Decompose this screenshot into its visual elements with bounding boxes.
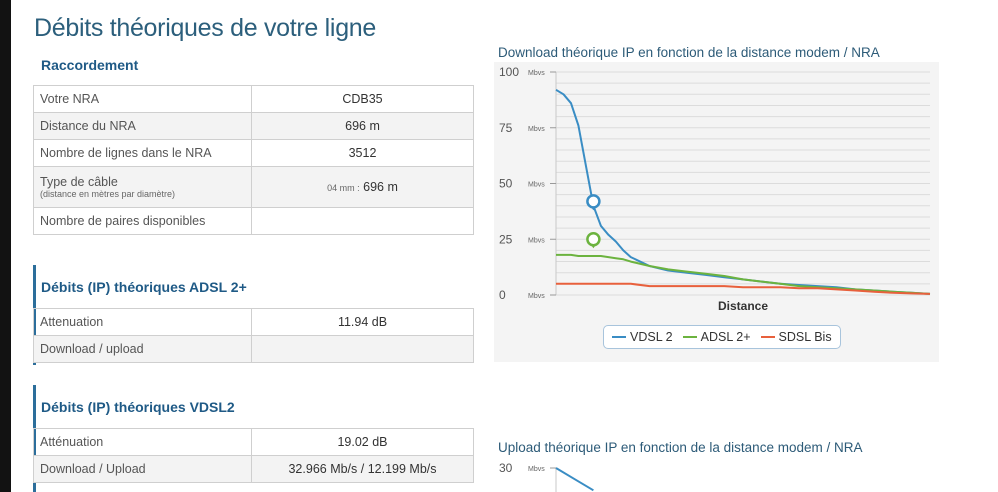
legend-label-sdsl: SDSL Bis [778, 330, 832, 344]
vdsl-download-value: 32.966 Mb/s / 12.199 Mb/s [251, 455, 474, 483]
y-tick-label: 30 [499, 461, 513, 475]
legend-label-vdsl2: VDSL 2 [630, 330, 673, 344]
table-row: Distance du NRA 696 m [33, 112, 474, 140]
distance-value: 696 m [251, 112, 474, 140]
raccordement-title: Raccordement [41, 57, 139, 73]
distance-label: Distance du NRA [33, 112, 252, 140]
pairs-value [251, 207, 474, 235]
cable-type-label: Type de câble [40, 175, 118, 189]
y-tick-unit: Mbvs [528, 126, 545, 133]
series-line-0 [555, 88, 931, 295]
y-tick-label: 75 [499, 121, 513, 135]
download-chart-background [494, 62, 939, 362]
vdsl-table: Atténuation 19.02 dB Download / Upload 3… [33, 428, 474, 483]
adsl-attenuation-label: Attenuation [33, 308, 252, 336]
legend-item-vdsl2[interactable]: VDSL 2 [612, 330, 673, 344]
series-marker-1 [586, 232, 601, 247]
series-line-2 [556, 282, 931, 295]
y-tick-label: 100 [499, 65, 519, 79]
upload-chart: 30 Mbvs [499, 461, 594, 492]
adsl-download-value [251, 335, 474, 363]
cable-type-sublabel: (distance en mètres par diamètre) [40, 189, 176, 199]
download-chart-legend[interactable]: VDSL 2 ADSL 2+ SDSL Bis [603, 325, 841, 349]
cable-type-value-cell: 04 mm : 696 m [251, 166, 474, 208]
nra-value: CDB35 [251, 85, 474, 113]
raccordement-table: Votre NRA CDB35 Distance du NRA 696 m No… [33, 85, 474, 235]
adsl-table: Attenuation 11.94 dB Download / upload [33, 308, 474, 363]
legend-swatch-adsl2 [682, 336, 697, 338]
y-tick-label: 25 [499, 232, 513, 246]
legend-item-sdsl[interactable]: SDSL Bis [760, 330, 832, 344]
nra-label: Votre NRA [33, 85, 252, 113]
upload-chart-title: Upload théorique IP en fonction de la di… [498, 440, 863, 455]
y-tick-unit: Mbvs [528, 466, 545, 473]
table-row: Download / upload [33, 335, 474, 363]
x-axis-label: Distance [718, 299, 768, 313]
legend-swatch-vdsl2 [612, 336, 626, 338]
adsl-title: Débits (IP) théoriques ADSL 2+ [41, 279, 247, 295]
cable-diameter: 04 mm : [327, 183, 360, 193]
download-chart-title: Download théorique IP en fonction de la … [498, 45, 880, 60]
table-row: Nombre de lignes dans le NRA 3512 [33, 139, 474, 167]
table-row: Votre NRA CDB35 [33, 85, 474, 113]
y-tick-unit: Mbvs [528, 293, 545, 300]
vdsl-attenuation-value: 19.02 dB [251, 428, 474, 456]
left-dark-bar [0, 0, 11, 492]
y-tick-unit: Mbvs [528, 182, 545, 189]
vdsl-download-label: Download / Upload [33, 455, 252, 483]
page-title: Débits théoriques de votre ligne [34, 14, 376, 42]
vdsl-attenuation-label: Atténuation [33, 428, 252, 456]
cable-type-cell: Type de câble (distance en mètres par di… [33, 166, 252, 208]
y-tick-unit: Mbvs [528, 237, 545, 244]
pairs-label: Nombre de paires disponibles [33, 207, 252, 235]
lines-count-label: Nombre de lignes dans le NRA [33, 139, 252, 167]
y-tick-label: 50 [499, 177, 513, 191]
table-row: Type de câble (distance en mètres par di… [33, 166, 474, 208]
series-line-1 [556, 253, 931, 295]
y-tick-unit: Mbvs [528, 70, 545, 77]
legend-label-adsl2: ADSL 2+ [700, 330, 751, 344]
y-tick-label: 0 [499, 288, 506, 302]
adsl-attenuation-value: 11.94 dB [251, 308, 474, 336]
table-row: Download / Upload 32.966 Mb/s / 12.199 M… [33, 455, 474, 483]
table-row: Atténuation 19.02 dB [33, 428, 474, 456]
series-marker-0 [586, 194, 601, 209]
legend-item-adsl2[interactable]: ADSL 2+ [682, 330, 751, 344]
download-chart: 100 Mbvs 75 Mbvs 50 Mbvs 25 Mbvs 0 Mbvs Distance [499, 65, 931, 313]
table-row: Attenuation 11.94 dB [33, 308, 474, 336]
legend-swatch-sdsl [760, 336, 775, 338]
series-line-0 [555, 467, 594, 492]
cable-length: 696 m [363, 180, 398, 194]
lines-count-value: 3512 [251, 139, 474, 167]
table-row: Nombre de paires disponibles [33, 207, 474, 235]
vdsl-title: Débits (IP) théoriques VDSL2 [41, 399, 235, 415]
adsl-download-label: Download / upload [33, 335, 252, 363]
